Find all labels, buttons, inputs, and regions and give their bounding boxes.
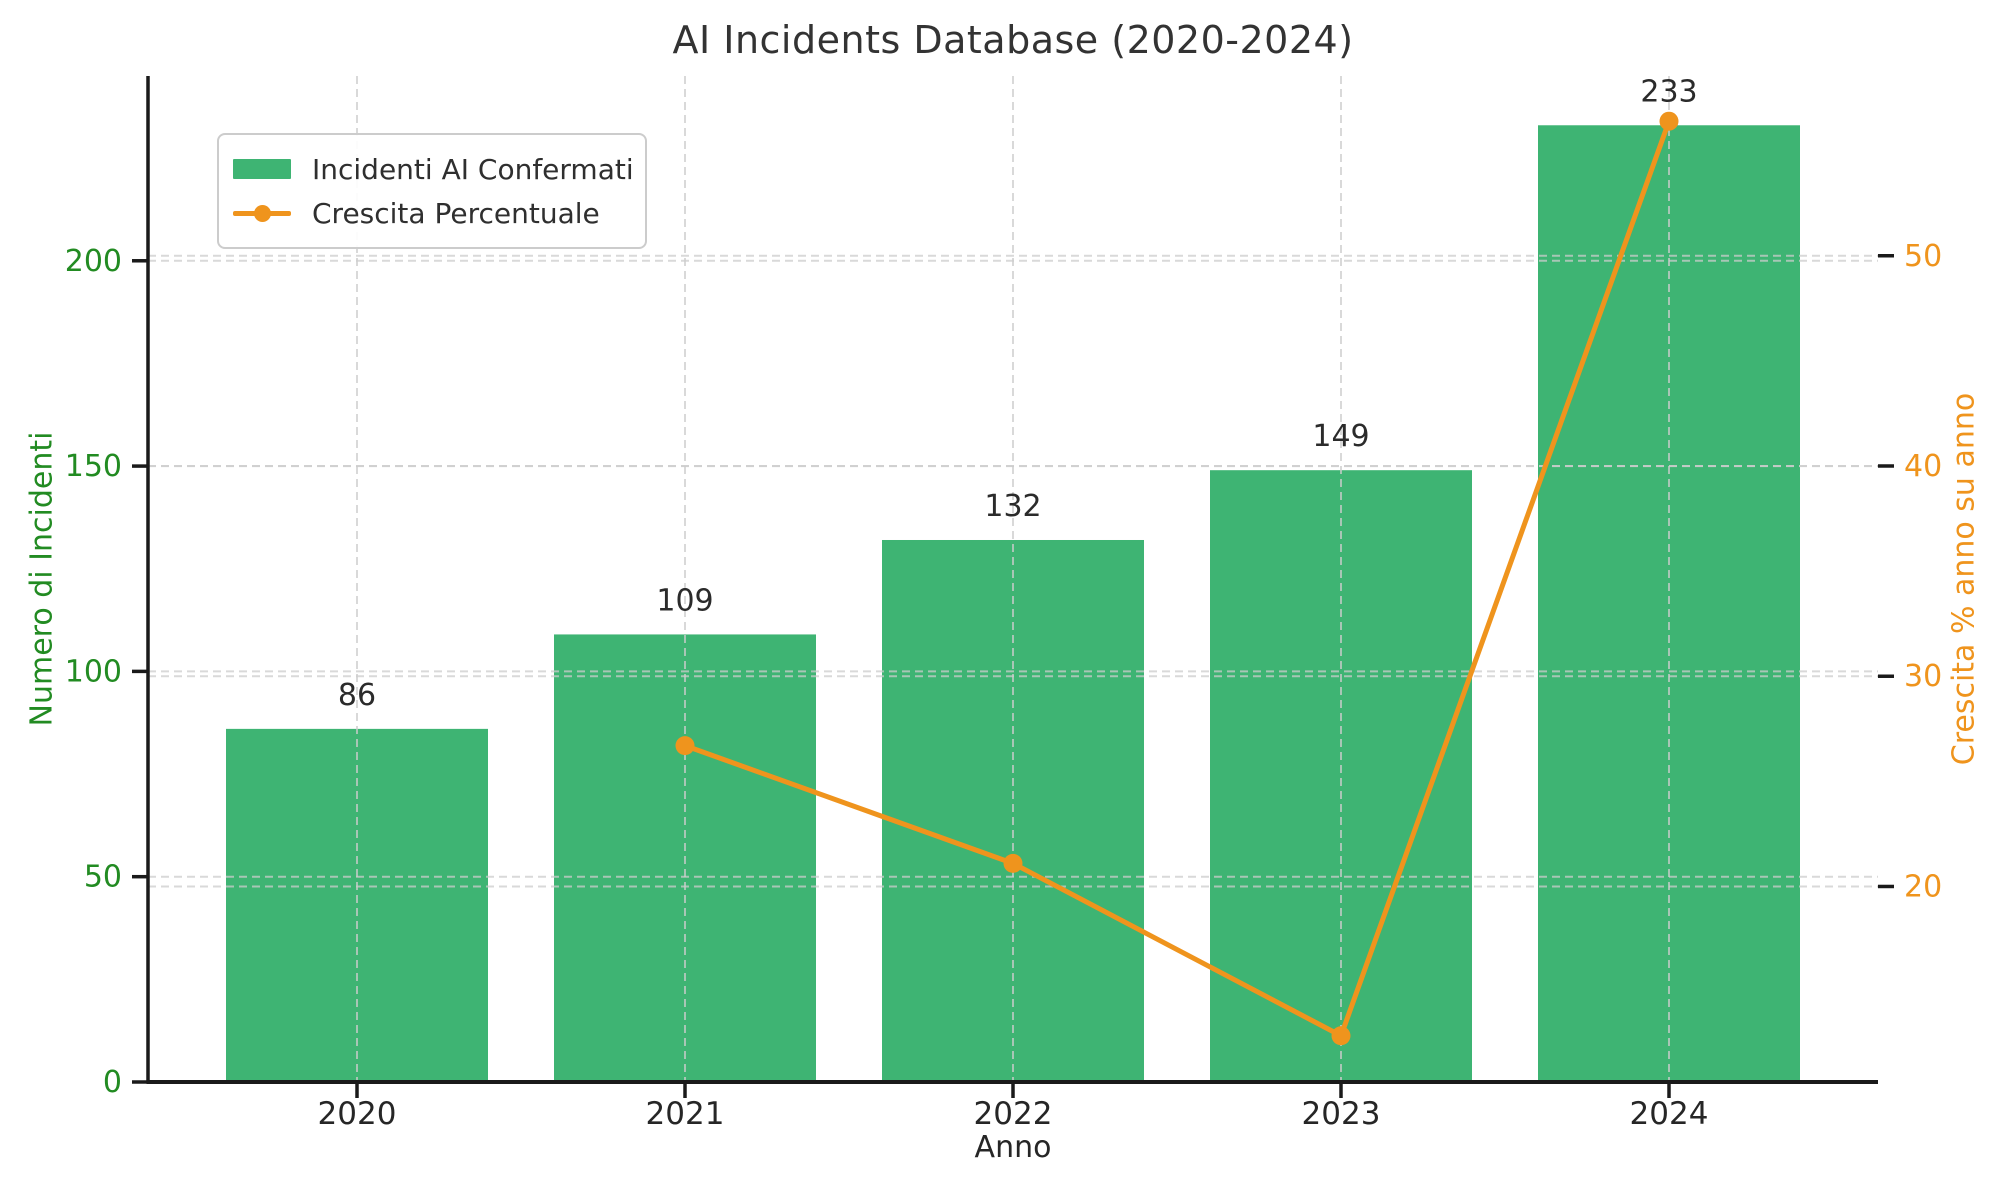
growth-marker-2022 <box>1003 853 1023 873</box>
bar-value-label: 233 <box>1640 74 1697 109</box>
growth-line <box>684 120 1672 1039</box>
left-tick-label: 50 <box>84 860 122 895</box>
growth-marker-2021 <box>675 736 695 756</box>
right-axis-title: Crescita % anno su anno <box>1946 392 1982 766</box>
bar-value-label: 109 <box>656 583 713 618</box>
right-tick-label: 40 <box>1904 449 1942 484</box>
chart-title: AI Incidents Database (2020-2024) <box>672 18 1354 62</box>
x-tick-label-2023: 2023 <box>1302 1096 1381 1132</box>
legend-label-bars: Incidenti AI Confermati <box>312 152 634 186</box>
legend-item-line: Crescita Percentuale <box>233 191 627 235</box>
x-axis-title: Anno <box>974 1130 1052 1165</box>
line-sample-marker-icon <box>254 205 271 222</box>
line-series-sample-icon <box>233 203 291 223</box>
left-tick-label: 150 <box>65 449 122 484</box>
legend-item-bars: Incidenti AI Confermati <box>233 147 634 191</box>
x-tick-label-2022: 2022 <box>974 1096 1053 1132</box>
bar-2020 <box>226 728 488 1082</box>
legend-label-line: Crescita Percentuale <box>312 196 600 230</box>
right-tick-label: 50 <box>1904 239 1942 274</box>
growth-marker-2023 <box>1331 1026 1351 1046</box>
bar-value-label: 132 <box>984 489 1041 524</box>
growth-marker-2024 <box>1659 111 1679 131</box>
left-tick-label: 100 <box>65 654 122 689</box>
bar-value-label: 149 <box>1312 419 1369 454</box>
bar-series-swatch-icon <box>233 159 291 179</box>
left-tick-label: 0 <box>103 1065 122 1100</box>
legend: Incidenti AI Confermati Crescita Percent… <box>217 133 647 249</box>
left-axis-title: Numero di Incidenti <box>24 431 60 727</box>
right-tick-label: 20 <box>1904 869 1942 904</box>
x-tick-label-2024: 2024 <box>1630 1096 1709 1132</box>
left-tick-label: 200 <box>65 244 122 279</box>
bar-value-label: 86 <box>338 678 376 713</box>
x-tick-label-2020: 2020 <box>318 1096 397 1132</box>
right-tick-label: 30 <box>1904 659 1942 694</box>
x-tick-label-2021: 2021 <box>646 1096 725 1132</box>
